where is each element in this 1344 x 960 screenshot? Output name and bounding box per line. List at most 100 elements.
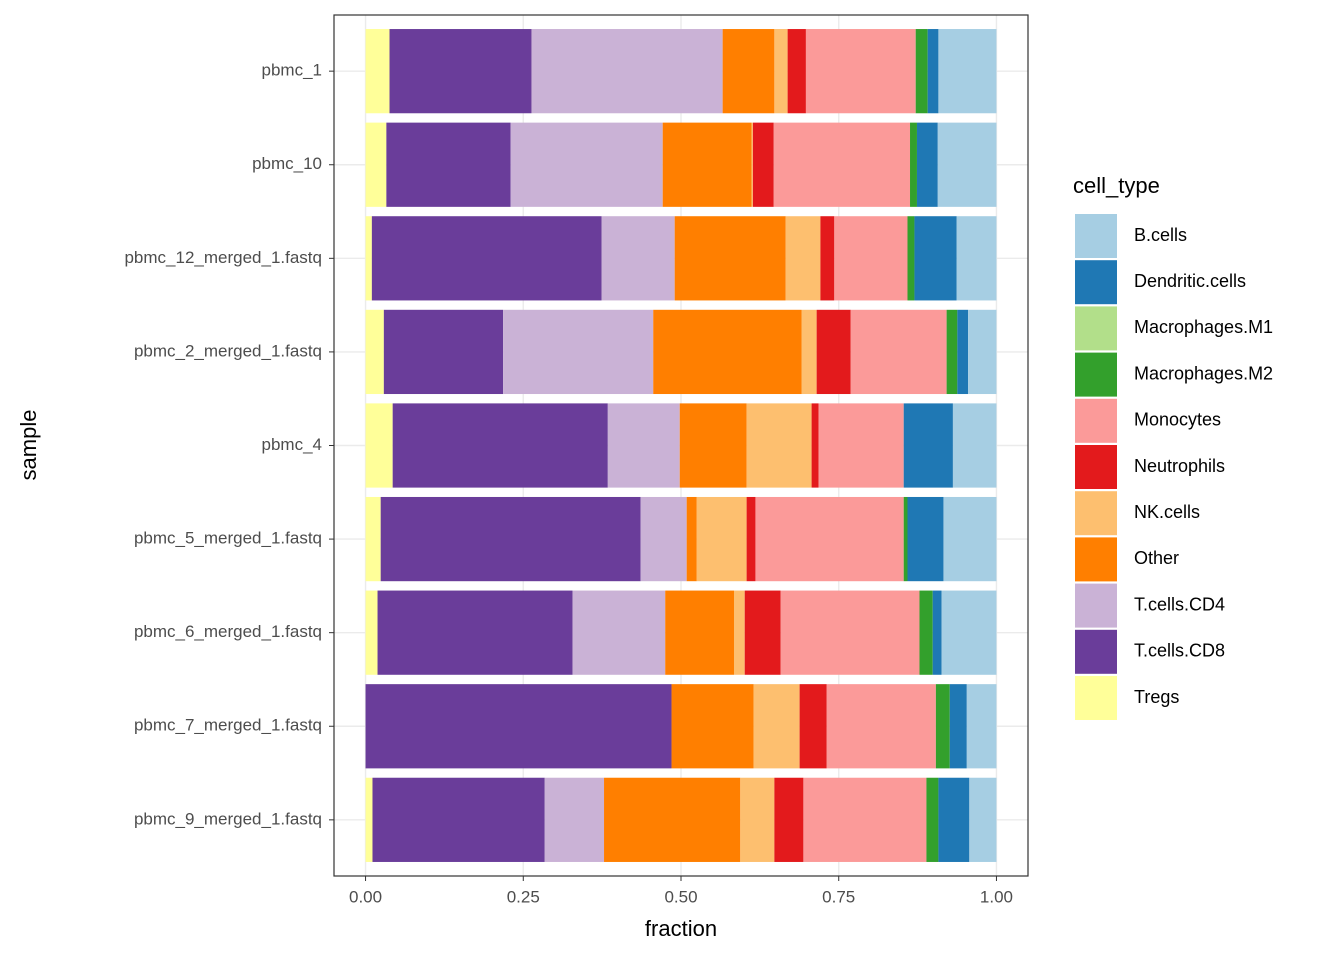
bar-segment xyxy=(941,590,997,675)
legend-key xyxy=(1075,445,1117,489)
bar-segment xyxy=(910,122,917,207)
bar-segment xyxy=(604,777,741,862)
y-tick-label: pbmc_6_merged_1.fastq xyxy=(134,622,322,641)
bar-segment xyxy=(926,777,939,862)
bar-segment xyxy=(386,122,511,207)
y-tick-label: pbmc_12_merged_1.fastq xyxy=(124,248,322,267)
bar-segment xyxy=(607,403,680,488)
legend-label: B.cells xyxy=(1134,225,1187,245)
bar-segment xyxy=(952,403,997,488)
legend-key xyxy=(1075,629,1117,674)
bar-segment xyxy=(755,496,904,582)
x-tick-label: 1.00 xyxy=(980,887,1013,906)
x-axis-title: fraction xyxy=(645,916,717,941)
x-tick-label: 0.00 xyxy=(349,887,382,906)
legend-label: Other xyxy=(1134,548,1179,568)
bar-segment xyxy=(746,496,756,582)
bar-segment xyxy=(780,590,920,675)
bar-segment xyxy=(935,684,950,769)
bar-segment xyxy=(503,309,654,395)
bar-segment xyxy=(927,29,939,114)
bar-segment xyxy=(365,403,393,488)
bar-segment xyxy=(774,29,788,114)
bar-segment xyxy=(531,29,723,114)
bar-segment xyxy=(938,777,970,862)
y-axis-title: sample xyxy=(16,410,41,481)
bar-segment xyxy=(932,590,942,675)
bar-segment xyxy=(544,777,605,862)
bar-segment xyxy=(937,122,997,207)
y-tick-label: pbmc_9_merged_1.fastq xyxy=(134,809,322,828)
y-tick-label: pbmc_10 xyxy=(252,154,322,173)
bar-segment xyxy=(785,216,821,301)
bar-segment xyxy=(372,777,545,862)
bar-segment xyxy=(674,216,786,301)
y-tick-label: pbmc_1 xyxy=(262,61,322,80)
y-tick-label: pbmc_7_merged_1.fastq xyxy=(134,716,322,735)
legend-label: Tregs xyxy=(1134,687,1179,707)
legend-label: Macrophages.M1 xyxy=(1134,317,1273,337)
bar-segment xyxy=(805,29,916,114)
bar-segment xyxy=(365,684,672,769)
bar-segment xyxy=(915,29,928,114)
legend-key xyxy=(1075,537,1117,582)
bar-segment xyxy=(907,496,944,582)
bar-segment xyxy=(365,590,378,675)
bar-segment xyxy=(820,216,835,301)
bar-segment xyxy=(389,29,532,114)
legend-label: Macrophages.M2 xyxy=(1134,363,1273,383)
bar-segment xyxy=(787,29,806,114)
bar-segment xyxy=(826,684,936,769)
bar-segment xyxy=(919,590,933,675)
x-tick-label: 0.25 xyxy=(507,887,540,906)
bar-segment xyxy=(803,777,927,862)
bar-segment xyxy=(686,496,697,582)
bar-segment xyxy=(969,777,997,862)
bar-segment xyxy=(380,496,641,582)
bar-segment xyxy=(957,309,969,395)
legend-label: Dendritic.cells xyxy=(1134,271,1246,291)
legend-key xyxy=(1075,306,1117,351)
bar-segment xyxy=(733,590,745,675)
y-tick-label: pbmc_5_merged_1.fastq xyxy=(134,529,322,548)
bar-segment xyxy=(740,777,775,862)
y-tick-label: pbmc_4 xyxy=(262,435,322,454)
bar-segment xyxy=(799,684,827,769)
bar-segment xyxy=(903,496,908,582)
legend-key xyxy=(1075,398,1117,443)
legend-key xyxy=(1075,214,1117,258)
bar-segment xyxy=(916,122,938,207)
legend-key xyxy=(1075,676,1117,720)
legend-label: Monocytes xyxy=(1134,410,1221,430)
bar-segment xyxy=(752,122,774,207)
bar-segment xyxy=(746,403,812,488)
bar-segment xyxy=(665,590,734,675)
bar-segment xyxy=(818,403,904,488)
bar-segment xyxy=(811,403,819,488)
legend-key xyxy=(1075,491,1117,536)
legend-title: cell_type xyxy=(1073,173,1160,198)
bar-segment xyxy=(744,590,781,675)
legend-label: Neutrophils xyxy=(1134,456,1225,476)
bar-segment xyxy=(903,403,953,488)
bar-segment xyxy=(679,403,747,488)
bar-segment xyxy=(365,309,384,395)
bar-segment xyxy=(572,590,666,675)
legend-key xyxy=(1075,352,1117,397)
bar-segment xyxy=(968,309,997,395)
bar-segment xyxy=(943,496,997,582)
bar-segment xyxy=(751,122,753,207)
bar-segment xyxy=(365,29,390,114)
x-tick-label: 0.75 xyxy=(822,887,855,906)
bar-segment xyxy=(392,403,608,488)
legend-label: T.cells.CD8 xyxy=(1134,641,1225,661)
bar-segment xyxy=(640,496,687,582)
bar-segment xyxy=(601,216,675,301)
legend-key xyxy=(1075,583,1117,628)
legend-key xyxy=(1075,260,1117,305)
bar-segment xyxy=(956,216,997,301)
bar-segment xyxy=(914,216,957,301)
bar-segment xyxy=(816,309,851,395)
bar-segment xyxy=(365,777,373,862)
bar-segment xyxy=(510,122,663,207)
